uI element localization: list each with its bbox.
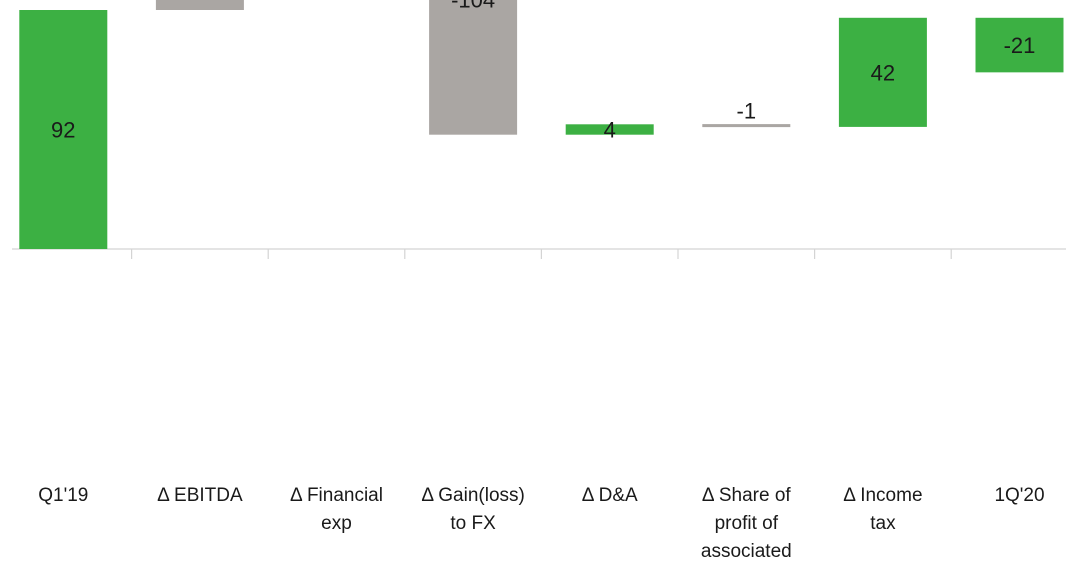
category-label: Δ Share of profit of associated xyxy=(701,485,792,562)
bar-1 xyxy=(155,0,244,10)
bar-value-label: 92 xyxy=(51,118,75,143)
category-label: Δ Gain(loss) to FX xyxy=(421,485,525,534)
bars xyxy=(19,0,1064,249)
category-label: Δ D&A xyxy=(582,485,638,506)
category-label: Δ Income tax xyxy=(843,485,922,534)
axis-layer xyxy=(12,248,1066,259)
bar-7 xyxy=(975,17,1064,73)
category-labels: Q1'19 Δ EBITDA Δ Financial exp Δ Gain(loss) t… xyxy=(38,485,1044,562)
bar-5 xyxy=(702,124,791,128)
bar-3 xyxy=(429,0,518,135)
bar-value-label: 4 xyxy=(604,118,616,143)
bar-value-label: -104 xyxy=(451,0,495,13)
bar-6 xyxy=(838,17,927,127)
bar-0 xyxy=(19,10,108,249)
bar-4 xyxy=(565,124,654,135)
category-label: 1Q'20 xyxy=(994,485,1044,506)
bar-value-label: -1 xyxy=(737,98,757,123)
bar-value-label: 42 xyxy=(871,60,895,85)
bar-value-label: -21 xyxy=(1004,33,1036,58)
category-label: Δ Financial exp xyxy=(290,485,383,534)
category-label: Q1'19 xyxy=(38,485,88,506)
category-label: Δ EBITDA xyxy=(157,485,243,506)
